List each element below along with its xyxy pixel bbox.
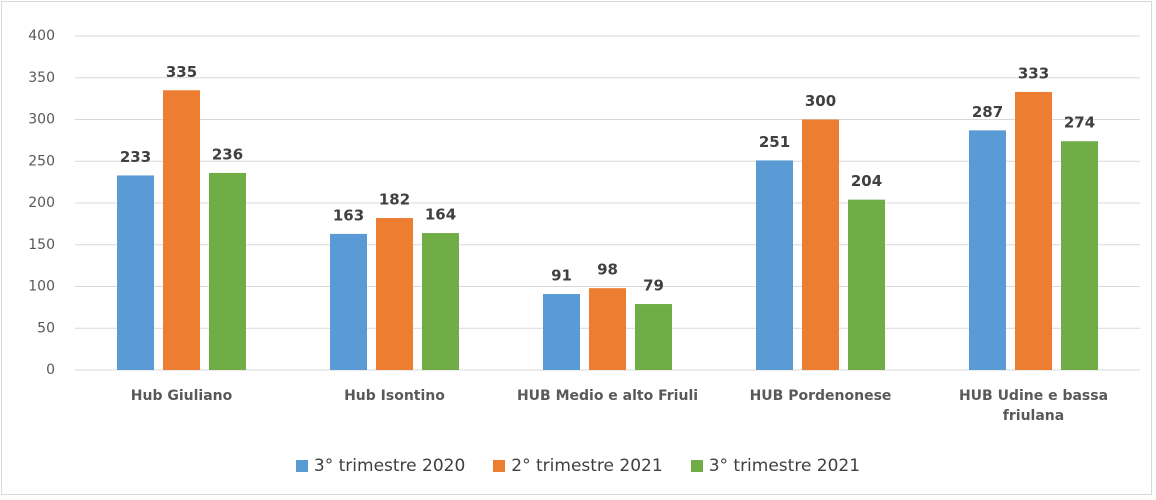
bar (543, 294, 580, 370)
legend-label: 3° trimestre 2021 (708, 456, 861, 476)
bar (117, 175, 154, 370)
data-label: 233 (120, 148, 151, 166)
legend-label: 2° trimestre 2021 (511, 456, 663, 476)
bar (635, 304, 672, 370)
bar (1015, 91, 1052, 370)
bar (163, 90, 200, 371)
y-tick-label: 400 (28, 28, 55, 44)
x-tick-label: Hub Isontino (344, 388, 445, 404)
y-tick-label: 100 (28, 279, 55, 295)
legend-item: 2° trimestre 2021 (493, 456, 663, 476)
bar (589, 288, 626, 370)
bar (209, 172, 246, 370)
y-tick-label: 300 (28, 112, 55, 128)
bar (848, 199, 885, 370)
y-tick-label: 250 (28, 153, 55, 169)
data-label: 287 (972, 103, 1003, 121)
data-label: 300 (805, 92, 836, 110)
bar (802, 119, 839, 370)
legend: 3° trimestre 2020 2° trimestre 2021 3° tri… (0, 456, 1156, 476)
legend-swatch (690, 460, 703, 472)
data-label: 164 (425, 206, 456, 224)
data-label: 163 (333, 206, 364, 224)
y-tick-label: 0 (46, 362, 55, 378)
y-tick-label: 350 (28, 70, 55, 86)
data-label: 335 (166, 63, 197, 81)
legend-item: 3° trimestre 2021 (690, 456, 861, 476)
data-label: 91 (551, 267, 572, 285)
bar (422, 233, 459, 370)
x-tick-label: HUB Pordenonese (749, 388, 892, 404)
data-label: 274 (1064, 114, 1095, 132)
y-tick-label: 200 (28, 195, 55, 211)
bar (969, 130, 1006, 370)
x-tick-label: HUB Udine e bassa friulana (958, 388, 1109, 424)
data-label: 79 (643, 277, 664, 295)
legend-swatch (493, 460, 506, 472)
bar (756, 160, 793, 370)
data-label: 182 (379, 191, 410, 209)
data-label: 98 (597, 261, 618, 279)
data-label: 251 (759, 133, 790, 151)
data-label: 236 (212, 145, 243, 163)
y-tick-label: 50 (37, 320, 55, 336)
bar (376, 218, 413, 370)
bar (330, 233, 367, 370)
y-tick-label: 150 (28, 237, 55, 253)
legend-item: 3° trimestre 2020 (295, 456, 466, 476)
legend-swatch (295, 460, 308, 472)
x-tick-label: Hub Giuliano (130, 388, 233, 404)
bar (1061, 141, 1098, 370)
legend-label: 3° trimestre 2020 (313, 456, 466, 476)
x-tick-label: HUB Medio e alto Friuli (516, 388, 699, 404)
data-label: 204 (851, 172, 882, 190)
data-label: 333 (1018, 64, 1049, 82)
